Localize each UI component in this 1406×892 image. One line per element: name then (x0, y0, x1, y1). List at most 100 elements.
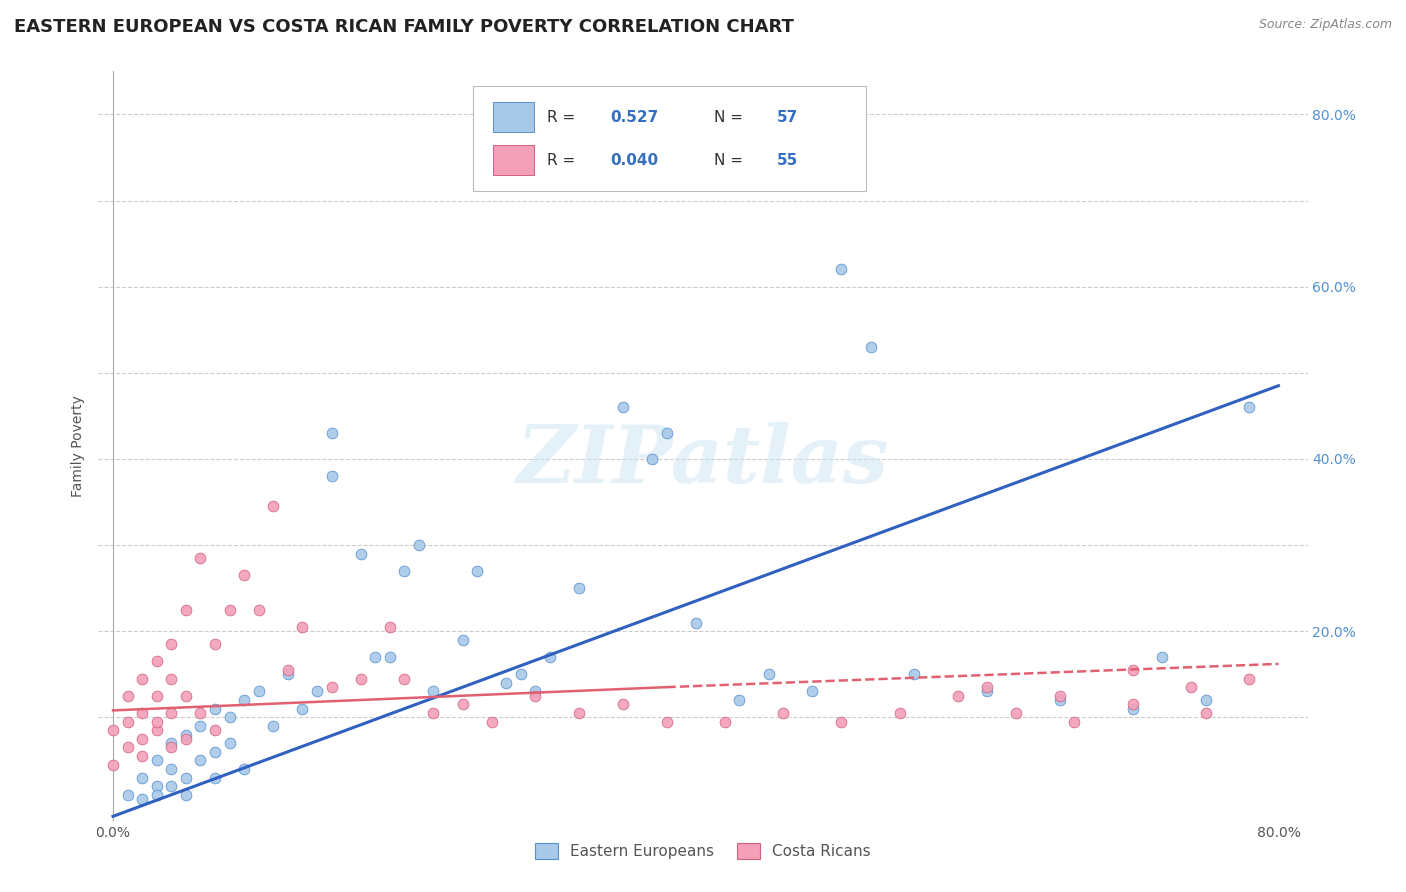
Point (160, 740, 183, 755)
Point (1180, 680, 1202, 694)
Point (160, 779, 183, 793)
Point (145, 714, 167, 729)
Point (262, 500, 284, 514)
Point (131, 672, 153, 686)
Point (1239, 401, 1261, 415)
Point (378, 620, 401, 634)
Point (160, 637, 183, 651)
Point (422, 684, 444, 698)
Point (641, 451, 664, 466)
Point (465, 564, 488, 578)
Point (218, 710, 240, 724)
Point (1122, 663, 1144, 677)
Point (117, 714, 139, 729)
Point (218, 736, 240, 750)
Point (131, 749, 153, 764)
Point (101, 757, 124, 772)
Point (145, 779, 167, 793)
Point (190, 719, 212, 733)
Point (174, 689, 197, 703)
Point (145, 654, 167, 668)
Point (976, 680, 998, 694)
Point (204, 771, 226, 785)
Point (204, 745, 226, 759)
Point (903, 667, 925, 681)
Point (174, 788, 197, 802)
Text: 0.040: 0.040 (610, 153, 658, 168)
Point (145, 723, 167, 738)
Point (204, 637, 226, 651)
Point (160, 672, 183, 686)
Point (218, 602, 240, 616)
Point (190, 706, 212, 720)
Point (394, 672, 416, 686)
Point (889, 706, 911, 720)
Point (350, 547, 373, 561)
Point (524, 689, 547, 703)
Point (394, 564, 416, 578)
Point (758, 667, 780, 681)
Point (1063, 714, 1085, 729)
Point (976, 684, 998, 698)
Point (524, 684, 547, 698)
Point (612, 698, 634, 712)
Point (277, 663, 299, 677)
Point (174, 731, 197, 746)
Point (233, 762, 256, 776)
Point (1122, 701, 1144, 715)
Point (321, 469, 343, 483)
Point (101, 723, 124, 738)
Point (1194, 706, 1216, 720)
Point (247, 684, 270, 698)
Point (305, 684, 328, 698)
Point (1005, 706, 1028, 720)
Point (830, 262, 852, 277)
Point (233, 693, 256, 707)
Point (1049, 689, 1071, 703)
Point (1239, 672, 1261, 686)
FancyBboxPatch shape (474, 87, 866, 191)
Text: N =: N = (714, 110, 748, 125)
Point (481, 714, 503, 729)
Point (495, 676, 517, 690)
Point (685, 615, 707, 630)
Point (321, 680, 343, 694)
Point (859, 340, 882, 354)
Point (509, 667, 531, 681)
Point (364, 650, 387, 665)
Point (262, 719, 284, 733)
Text: R =: R = (547, 153, 581, 168)
Point (568, 706, 591, 720)
FancyBboxPatch shape (492, 103, 534, 132)
Y-axis label: Family Poverty: Family Poverty (72, 395, 86, 497)
Point (801, 684, 824, 698)
Point (1150, 650, 1173, 665)
Point (655, 426, 678, 441)
Point (145, 788, 167, 802)
Point (190, 551, 212, 566)
Point (378, 650, 401, 665)
Point (160, 762, 183, 776)
Text: 57: 57 (776, 110, 799, 125)
Point (728, 693, 751, 707)
Point (117, 788, 139, 802)
Point (247, 602, 270, 616)
Text: 55: 55 (776, 153, 799, 168)
Text: EASTERN EUROPEAN VS COSTA RICAN FAMILY POVERTY CORRELATION CHART: EASTERN EUROPEAN VS COSTA RICAN FAMILY P… (14, 18, 794, 36)
Text: Source: ZipAtlas.com: Source: ZipAtlas.com (1258, 18, 1392, 31)
Point (291, 620, 314, 634)
Point (714, 714, 737, 729)
Point (568, 581, 591, 595)
Text: 0.527: 0.527 (610, 110, 658, 125)
Point (174, 771, 197, 785)
Point (291, 701, 314, 715)
Point (408, 538, 430, 552)
FancyBboxPatch shape (492, 145, 534, 175)
Point (233, 568, 256, 582)
Point (422, 706, 444, 720)
Point (174, 727, 197, 741)
Point (131, 771, 153, 785)
Point (1122, 698, 1144, 712)
Point (204, 701, 226, 715)
Point (145, 689, 167, 703)
